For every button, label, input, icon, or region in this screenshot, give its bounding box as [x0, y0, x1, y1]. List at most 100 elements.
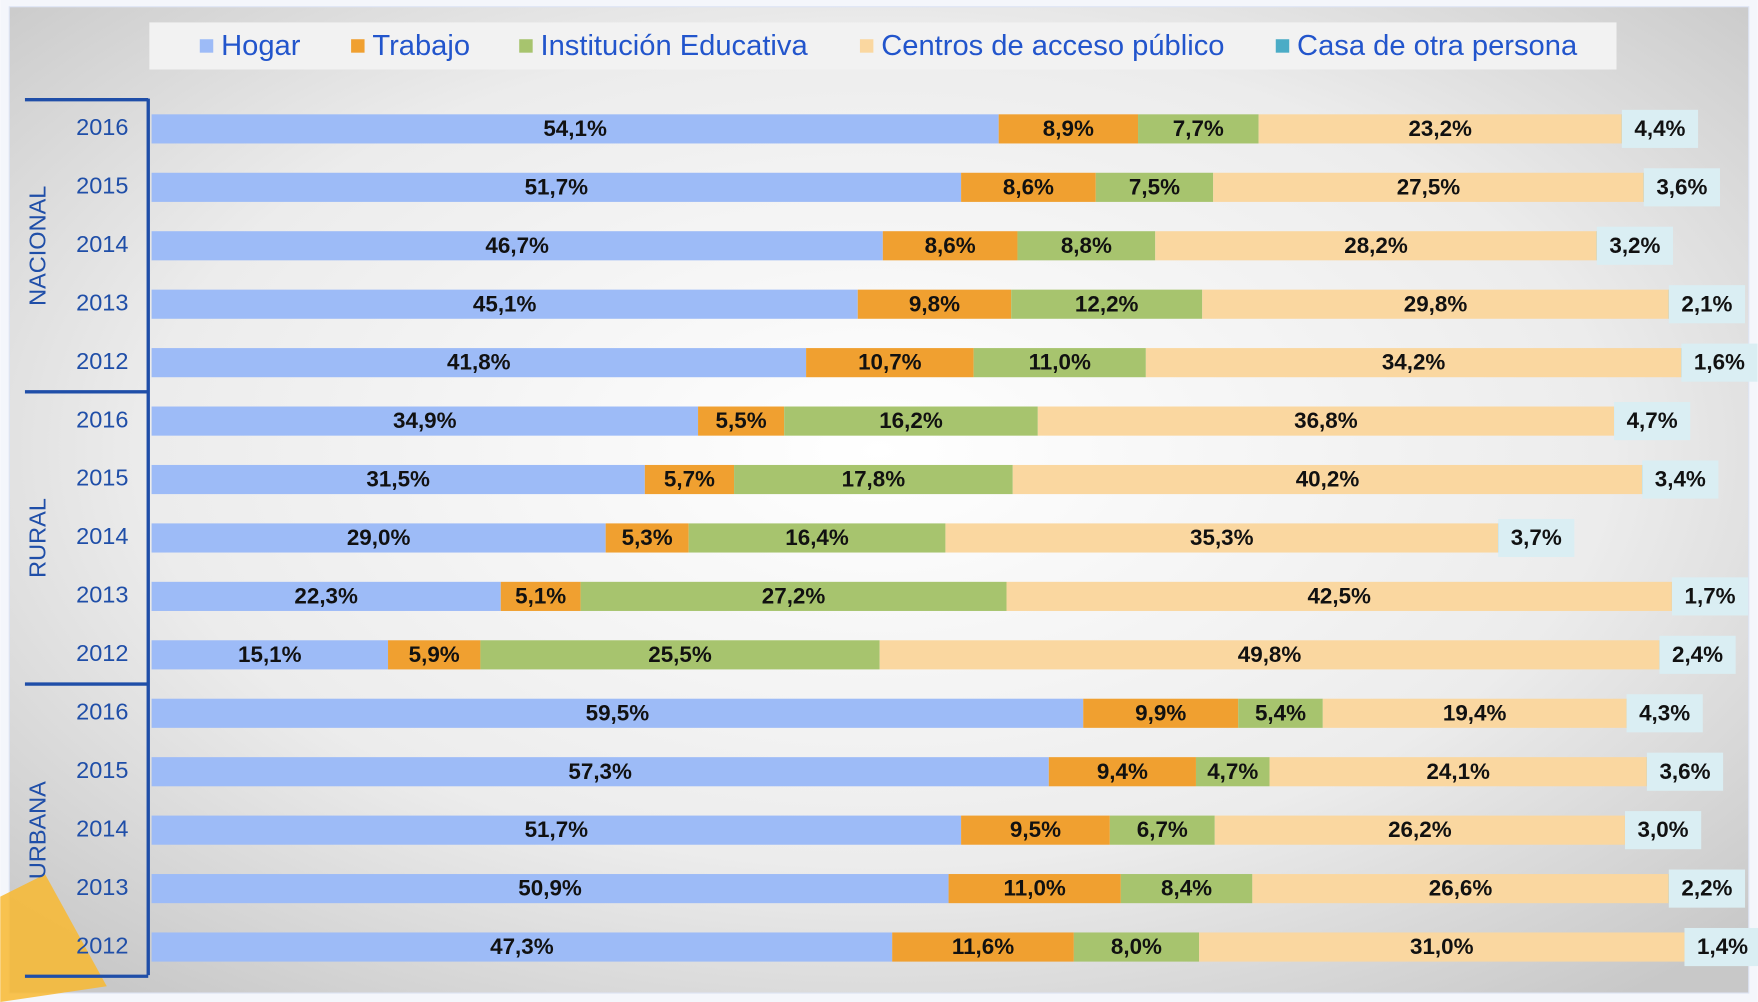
data-label: 34,2%	[1382, 350, 1446, 375]
data-label: 47,3%	[490, 934, 554, 959]
data-label: 8,8%	[1061, 233, 1112, 258]
bar-segment	[580, 581, 1007, 611]
legend-swatch	[351, 39, 365, 53]
data-label: 15,1%	[238, 642, 302, 667]
label-box	[1621, 109, 1699, 148]
bar-segment	[605, 523, 689, 553]
group-label: URBANA	[25, 781, 51, 879]
bar-segment	[151, 815, 962, 845]
bar-segment	[1252, 874, 1669, 904]
label-box	[1646, 752, 1724, 791]
legend-label: Centros de acceso público	[881, 30, 1224, 62]
label-box	[1626, 694, 1703, 733]
data-label: 34,9%	[393, 408, 457, 433]
y-tick-label: 2015	[76, 757, 128, 783]
bar-segment	[857, 289, 1012, 319]
data-label: 29,8%	[1404, 291, 1468, 316]
legend-label: Hogar	[221, 30, 301, 62]
data-label: 45,1%	[473, 291, 537, 316]
y-tick-label: 2014	[76, 815, 128, 841]
bar-segment	[1012, 464, 1643, 495]
data-label: 9,8%	[909, 291, 960, 316]
bar-segment	[1138, 114, 1259, 144]
y-tick-label: 2012	[76, 640, 128, 666]
bar-segment	[644, 464, 735, 495]
data-label: 40,2%	[1296, 467, 1360, 492]
bar-segment	[1258, 114, 1622, 144]
y-tick-label: 2015	[76, 173, 128, 199]
bar-segment	[1037, 406, 1615, 436]
bar-segment	[1155, 231, 1597, 261]
data-label: 26,2%	[1388, 817, 1452, 842]
legend-swatch	[519, 39, 533, 53]
bar-segment	[1073, 932, 1200, 962]
y-tick-label: 2014	[76, 231, 128, 257]
label-box	[1671, 577, 1749, 616]
bar-segment	[1238, 698, 1323, 728]
legend-box	[149, 22, 1617, 70]
label-box	[1684, 927, 1758, 967]
bar-segment	[1083, 698, 1239, 728]
data-label: 3,0%	[1638, 817, 1689, 842]
bar-segment	[480, 640, 880, 670]
data-label: 7,7%	[1173, 116, 1224, 141]
data-label: 5,5%	[716, 408, 767, 433]
data-label: 12,2%	[1075, 291, 1139, 316]
label-box	[1681, 343, 1758, 382]
bar-segment	[1017, 231, 1156, 261]
data-label: 51,7%	[525, 174, 589, 199]
y-tick-label: 2015	[76, 465, 128, 491]
legend-label: Trabajo	[372, 30, 470, 62]
bar-segment	[151, 640, 389, 670]
data-label: 3,2%	[1609, 233, 1660, 258]
data-label: 36,8%	[1294, 408, 1358, 433]
bar-segment	[1202, 289, 1669, 319]
group-label: NACIONAL	[25, 186, 51, 306]
data-label: 8,4%	[1161, 876, 1212, 901]
bar-segment	[1269, 757, 1647, 787]
data-label: 10,7%	[858, 350, 922, 375]
y-tick-label: 2013	[76, 582, 128, 608]
data-label: 22,3%	[294, 583, 358, 608]
label-box	[1614, 402, 1691, 441]
bar-segment	[388, 640, 481, 670]
bar-segment	[151, 114, 999, 144]
data-label: 5,7%	[664, 467, 715, 492]
label-box	[1643, 168, 1720, 207]
data-label: 27,5%	[1397, 174, 1461, 199]
data-label: 11,0%	[1029, 350, 1091, 375]
bar-segment	[1011, 289, 1203, 319]
bar-segment	[998, 114, 1139, 144]
legend-label: Institución Educativa	[541, 30, 809, 62]
data-label: 11,0%	[1004, 876, 1066, 901]
data-label: 8,9%	[1043, 116, 1094, 141]
bar-segment	[151, 464, 645, 495]
label-box	[1668, 285, 1746, 324]
data-label: 6,7%	[1137, 817, 1188, 842]
bar-segment	[806, 348, 974, 378]
label-box	[1668, 869, 1746, 908]
data-label: 4,7%	[1627, 408, 1678, 433]
data-label: 35,3%	[1190, 525, 1254, 550]
bar-segment	[1195, 757, 1270, 787]
bar-segment	[151, 698, 1084, 728]
data-label: 8,6%	[1003, 174, 1054, 199]
data-label: 2,2%	[1681, 876, 1732, 901]
bar-segment	[1199, 932, 1685, 962]
data-label: 3,7%	[1511, 525, 1562, 550]
group-brackets	[24, 97, 150, 978]
y-tick-label: 2013	[76, 289, 128, 315]
bar-segment	[961, 172, 1096, 202]
data-label: 9,5%	[1010, 817, 1061, 842]
data-label: 23,2%	[1408, 116, 1472, 141]
legend-swatch	[1275, 39, 1290, 53]
bar-segment	[151, 523, 606, 553]
data-label: 26,6%	[1429, 876, 1493, 901]
data-label: 1,4%	[1697, 934, 1748, 959]
data-label: 25,5%	[648, 642, 712, 667]
panel	[8, 6, 1750, 994]
bar-segment	[1322, 698, 1627, 728]
bar-segment	[151, 172, 962, 202]
